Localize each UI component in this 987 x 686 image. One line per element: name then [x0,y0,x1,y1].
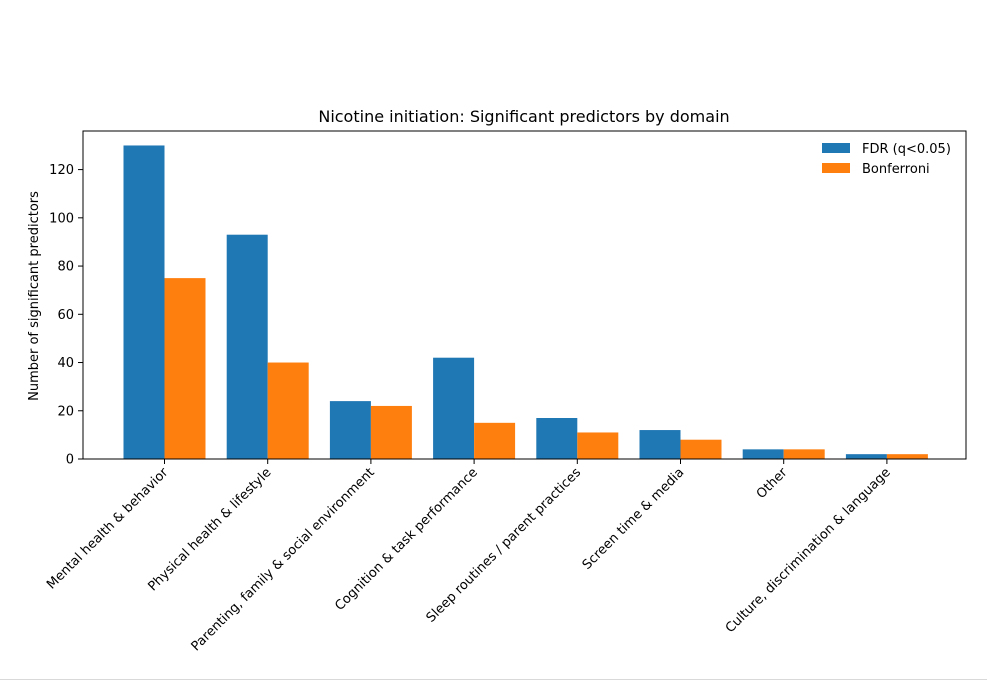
bar-bonferroni-3 [474,422,516,459]
y-tick-label-0: 0 [66,453,74,468]
bar-fdr-6 [742,449,784,459]
y-tick-label-5: 100 [49,211,74,226]
bar-bonferroni-5 [680,439,722,459]
plot-frame [82,130,967,460]
bar-bonferroni-1 [267,362,309,459]
y-tick-label-3: 60 [57,308,74,323]
y-tick-label-4: 80 [57,260,74,275]
x-tick-label-0: Mental health & behavior [44,465,172,593]
legend-swatch-1 [822,163,850,173]
bar-fdr-0 [123,145,165,459]
chart-title: Nicotine initiation: Significant predict… [318,107,729,126]
y-tick-label-6: 120 [49,163,74,178]
legend-label-0: FDR (q<0.05) [862,142,951,157]
y-tick-label-2: 40 [57,356,74,371]
legend-swatch-0 [822,143,850,153]
y-tick-label-1: 20 [57,404,74,419]
x-tick-label-7: Culture, discrimination & language [723,465,894,636]
bar-fdr-1 [226,234,268,459]
bar-bonferroni-7 [886,454,928,459]
x-tick-label-5: Screen time & media [580,465,688,573]
x-tick-label-2: Parenting, family & social environment [189,465,378,654]
y-axis-label: Number of significant predictors [27,191,42,401]
bar-bonferroni-0 [164,278,206,459]
bar-fdr-3 [433,357,475,459]
legend: FDR (q<0.05) Bonferroni [822,142,951,177]
bar-fdr-5 [639,430,681,459]
x-tick-label-6: Other [754,465,791,502]
bar-bonferroni-2 [370,405,412,459]
bar-bonferroni-6 [783,449,825,459]
bars-group [123,145,928,459]
bar-fdr-7 [845,454,887,459]
bottom-divider [0,679,987,680]
legend-label-1: Bonferroni [862,162,930,177]
x-tick-label-1: Physical health & lifestyle [145,465,274,594]
bar-bonferroni-4 [577,432,619,459]
y-axis: 0 20 40 60 80 100 120 [49,163,83,468]
bar-fdr-4 [536,418,578,459]
bar-fdr-2 [329,401,371,459]
